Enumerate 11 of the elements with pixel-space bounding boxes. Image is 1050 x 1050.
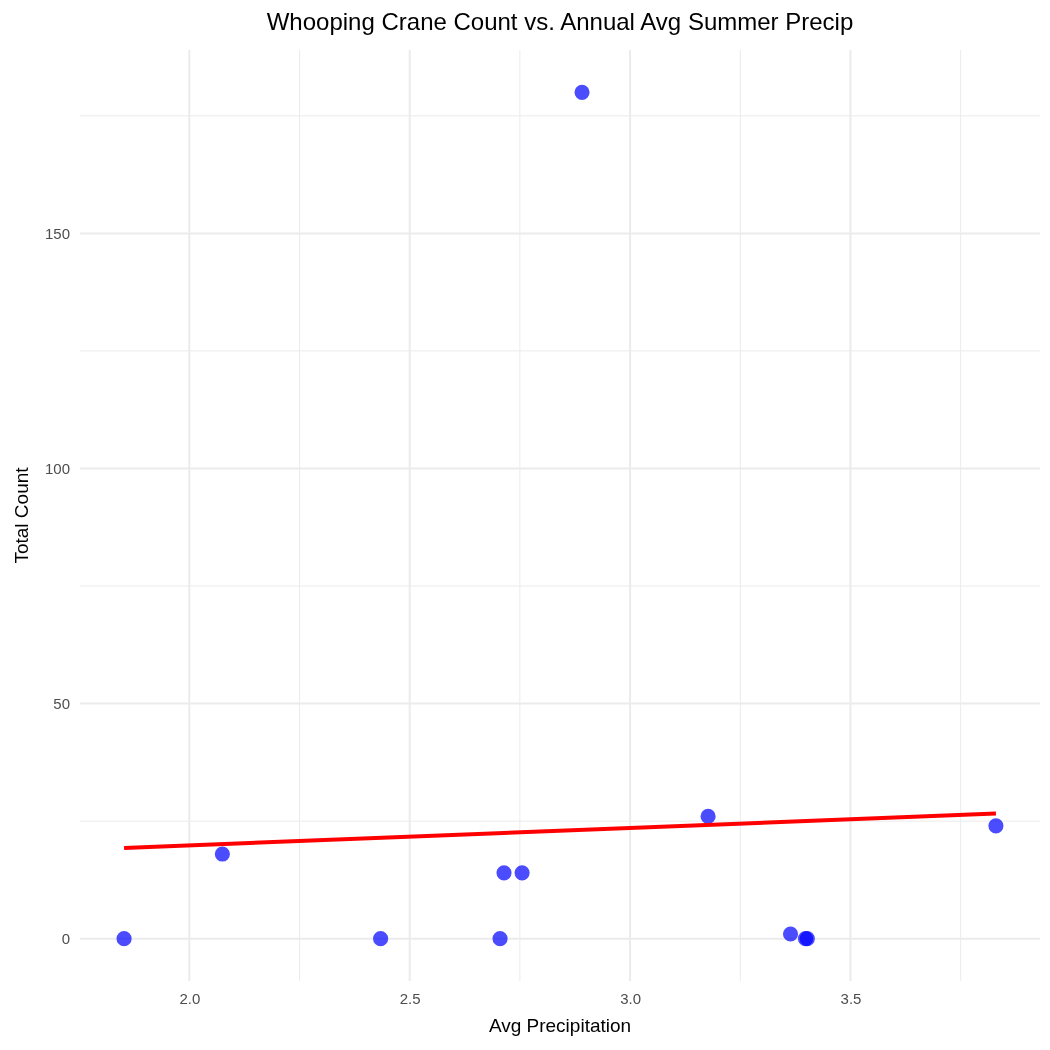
y-tick-label: 100: [44, 459, 70, 477]
x-tick-label: 2.0: [179, 989, 201, 1007]
y-tick-label: 150: [44, 224, 70, 242]
y-axis-title: Total Count: [11, 466, 32, 564]
x-tick-label: 3.0: [620, 989, 642, 1007]
x-tick-label: 2.5: [399, 989, 421, 1007]
chart-title: Whooping Crane Count vs. Annual Avg Summer Precip: [266, 8, 854, 35]
y-tick-label: 0: [61, 929, 70, 947]
x-tick-label: 3.5: [840, 989, 862, 1007]
x-axis-title: Avg Precipitation: [488, 1015, 632, 1036]
y-tick-label: 50: [53, 694, 70, 712]
